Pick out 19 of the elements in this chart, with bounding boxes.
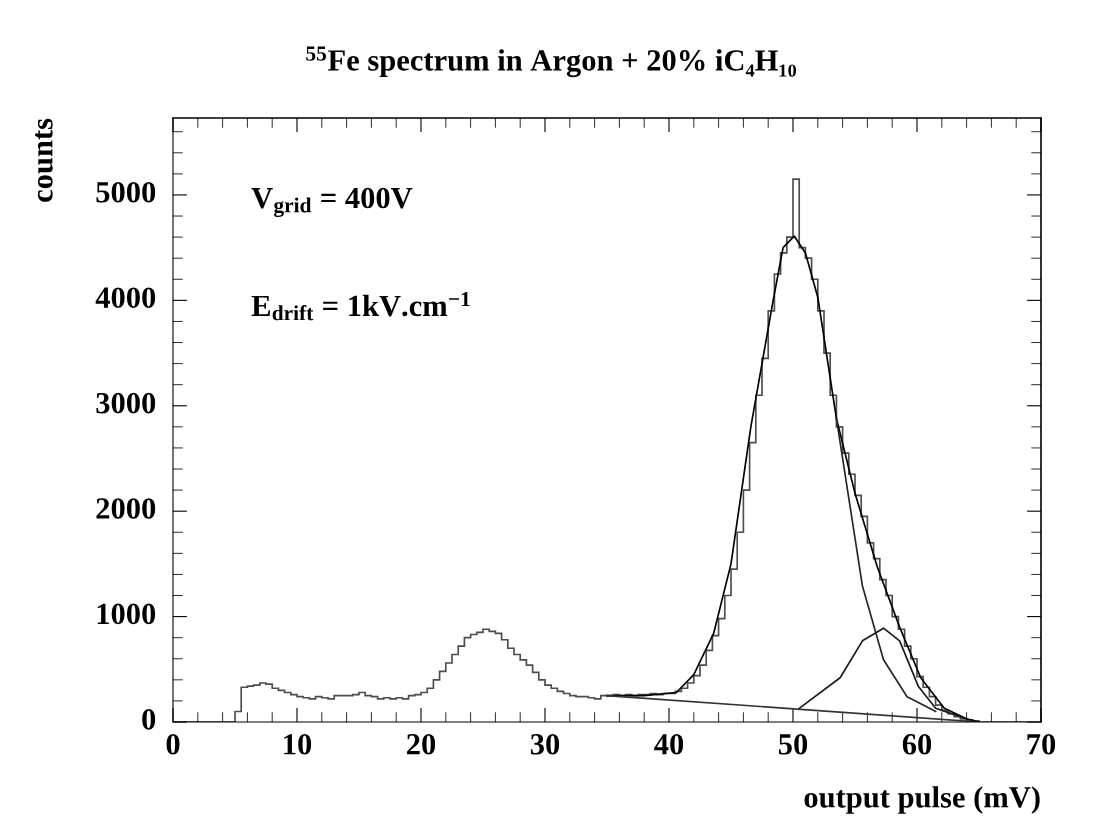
x-tick-label: 70 bbox=[1027, 733, 1056, 755]
y-tick-label: 5000 bbox=[96, 181, 156, 203]
y-axis-title: counts bbox=[35, 118, 53, 202]
chart-title: $^{55}$Fe spectrum in Argon + 20% iC₄H₁₀ bbox=[306, 46, 797, 78]
x-tick-label: 30 bbox=[530, 733, 560, 755]
annotation: E$_{drift}$ = 1kV.cm$^{−1}$ bbox=[251, 291, 470, 321]
x-tick-label: 50 bbox=[778, 733, 808, 755]
y-tick-label: 1000 bbox=[97, 603, 156, 625]
x-tick-label: 40 bbox=[654, 733, 684, 755]
x-axis-title: output pulse (mV) bbox=[804, 786, 1040, 814]
x-tick-label: 60 bbox=[902, 733, 932, 755]
y-tick-label: 0 bbox=[142, 709, 156, 730]
x-tick-label: 20 bbox=[407, 733, 436, 755]
y-tick-label: 2000 bbox=[96, 498, 156, 519]
x-tick-label: 10 bbox=[284, 733, 312, 755]
y-tick-label: 4000 bbox=[95, 287, 156, 309]
y-tick-label: 3000 bbox=[96, 392, 156, 414]
x-tick-label: 0 bbox=[166, 733, 180, 755]
annotation: V$_{grid}$ = 400V bbox=[251, 187, 413, 217]
